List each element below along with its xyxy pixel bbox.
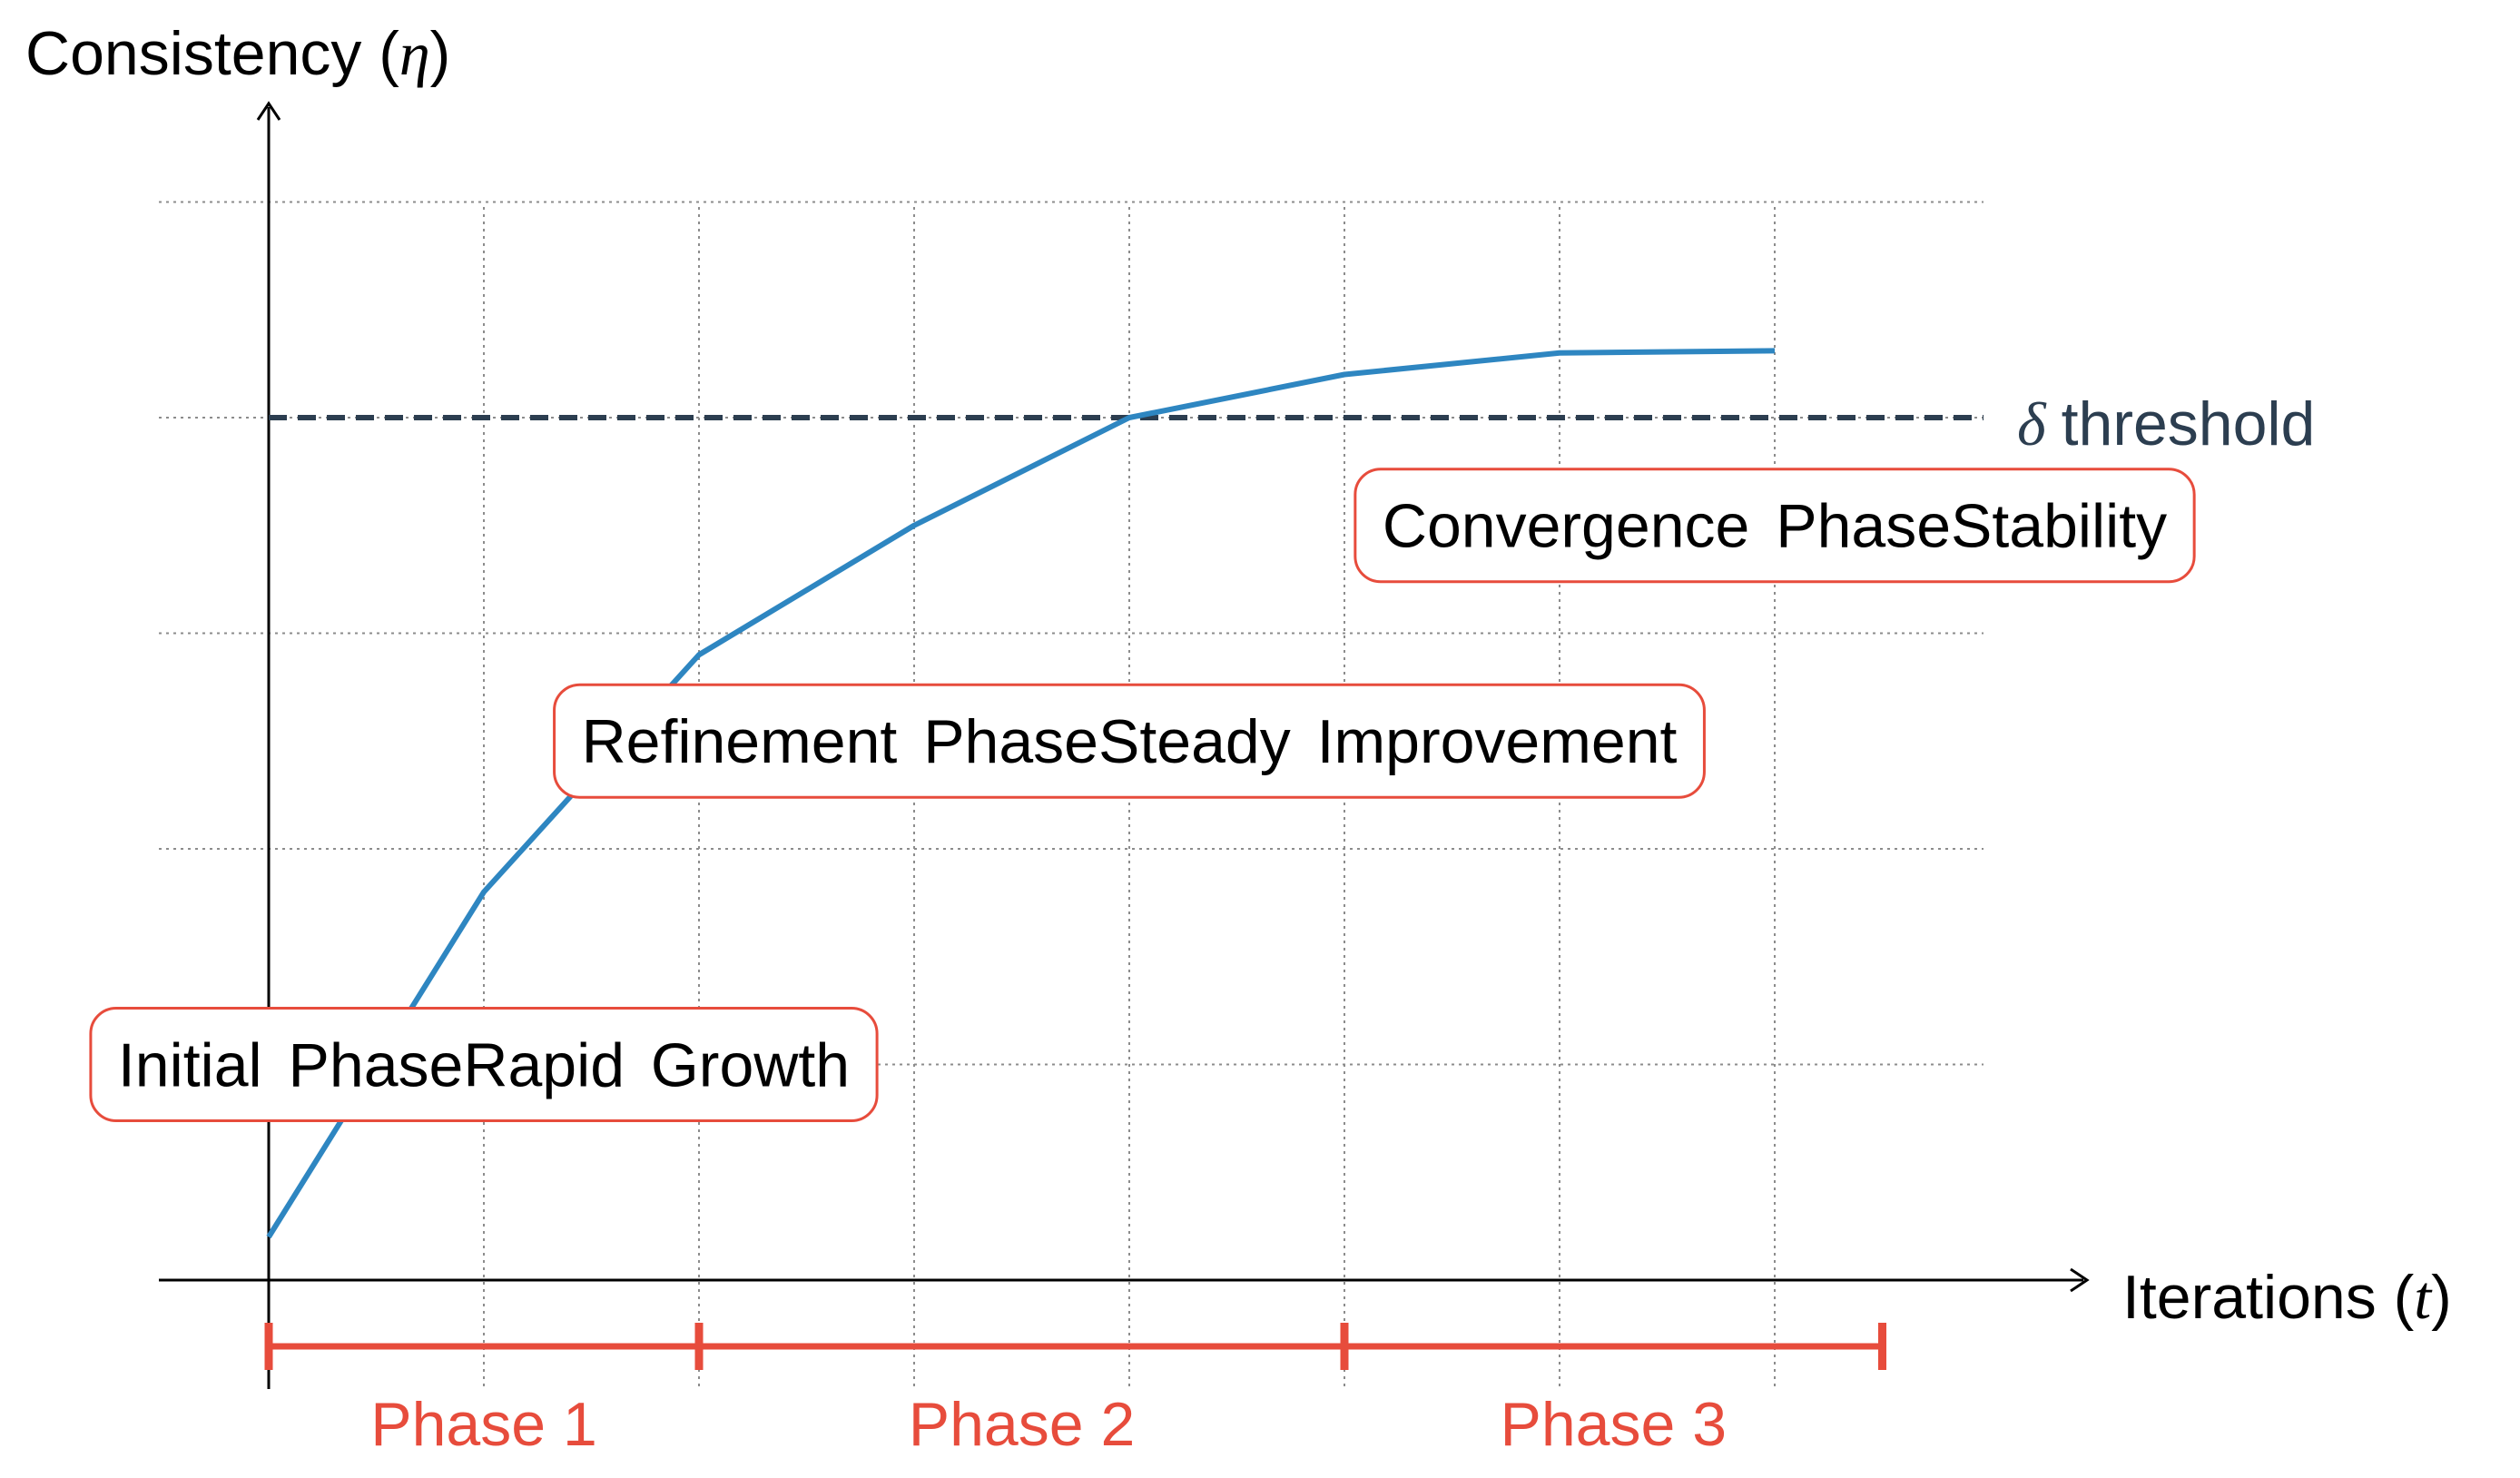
annotation-text: Refinement PhaseSteady Improvement [582, 707, 1678, 776]
annotation: Refinement PhaseSteady Improvement [553, 683, 1706, 799]
annotation: Convergence PhaseStability [1354, 468, 2196, 584]
y-axis-label-paren: ) [430, 19, 451, 88]
x-axis-label-paren: ) [2431, 1263, 2452, 1332]
threshold-group: δ threshold [269, 389, 2315, 458]
x-axis-symbol: t [2414, 1263, 2433, 1332]
series-line [266, 348, 1776, 1239]
annotation-text: Convergence PhaseStability [1383, 492, 2167, 561]
y-axis-label: Consistency (η) [25, 19, 450, 88]
annotations: Initial PhaseRapid Growth Refinement Phas… [89, 468, 2196, 1122]
x-axis-label: Iterations (t) [2122, 1263, 2452, 1332]
annotation: Initial PhaseRapid Growth [89, 1007, 879, 1122]
annotation-text: Initial PhaseRapid Growth [118, 1030, 850, 1099]
phase-label: Phase 1 [370, 1390, 597, 1459]
phase-label: Phase 2 [909, 1390, 1136, 1459]
phases: Phase 1 Phase 2 Phase 3 [264, 1323, 1886, 1459]
threshold-label: δ threshold [2017, 389, 2315, 458]
y-axis-symbol: η [399, 19, 430, 88]
phase-label: Phase 3 [1500, 1390, 1727, 1459]
x-axis-label-text: Iterations ( [2122, 1263, 2415, 1332]
x-axis-arrow [2070, 1267, 2090, 1293]
annotation-box [553, 683, 1706, 799]
y-axis-arrow [256, 101, 281, 121]
threshold-label-text: threshold [2062, 389, 2316, 458]
annotation-box [1354, 468, 2196, 584]
annotation-box [89, 1007, 879, 1122]
axes: Consistency (η)Iterations (t) [25, 19, 2452, 1389]
series-group [266, 348, 1776, 1239]
threshold-symbol: δ [2017, 389, 2062, 458]
y-axis-label-text: Consistency ( [25, 19, 399, 88]
